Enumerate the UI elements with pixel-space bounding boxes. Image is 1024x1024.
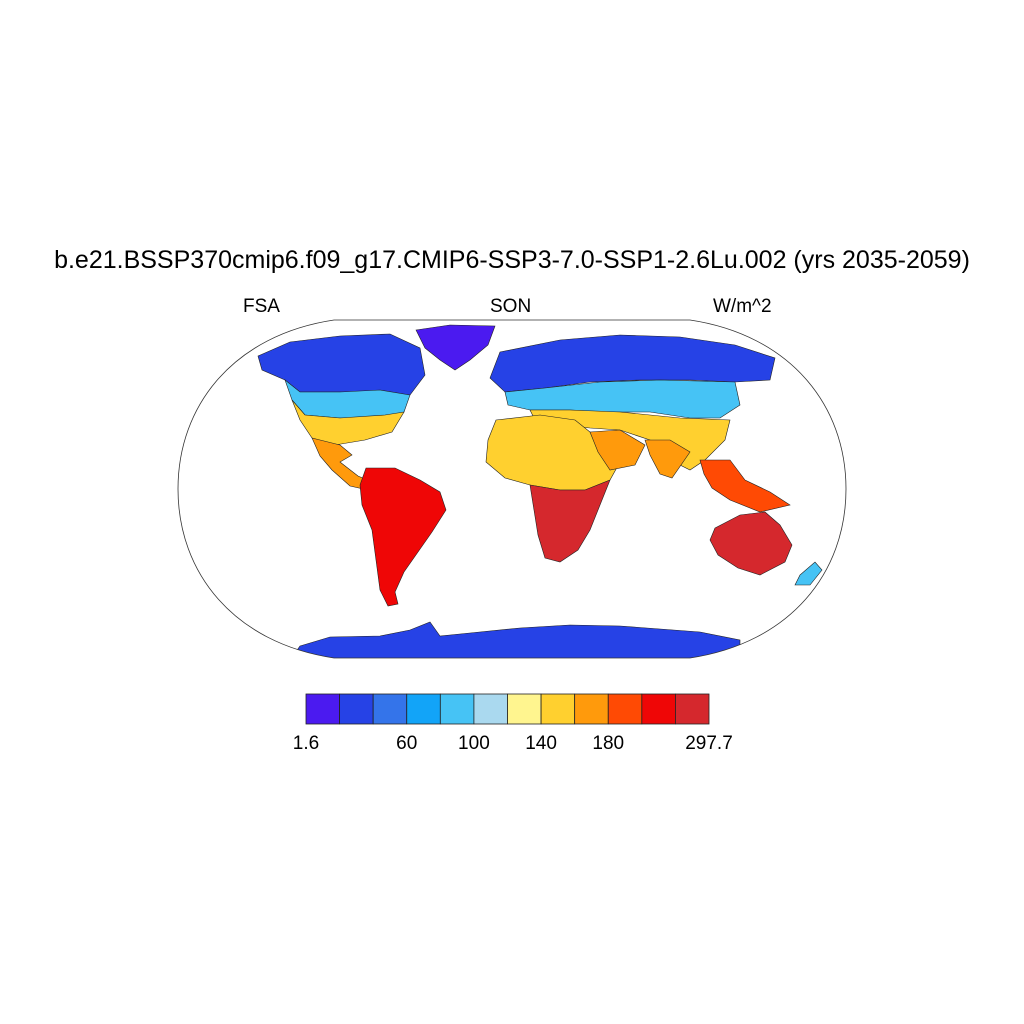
colorbar-cell xyxy=(372,693,408,725)
colorbar-cell xyxy=(507,693,542,725)
north-america-south xyxy=(291,399,405,446)
colorbar-tick-label: 180 xyxy=(592,733,625,754)
south-america xyxy=(359,467,447,607)
arabia xyxy=(589,429,646,471)
colorbar-cell xyxy=(473,693,508,725)
colorbar-tick-label: 100 xyxy=(458,733,490,754)
india xyxy=(644,439,691,479)
colorbar-cell xyxy=(675,693,710,725)
greenland xyxy=(415,324,496,371)
new-zealand xyxy=(794,561,823,586)
australia xyxy=(709,511,793,576)
colorbar-cell xyxy=(305,693,340,725)
colorbar xyxy=(305,693,710,725)
colorbar-tick-label: 297.7 xyxy=(685,733,733,754)
plot-title: b.e21.BSSP370cmip6.f09_g17.CMIP6-SSP3-7.… xyxy=(54,246,970,274)
north-america-north xyxy=(257,333,426,396)
variable-label: FSA xyxy=(243,296,280,317)
antarctica xyxy=(289,621,741,658)
colorbar-tick-label: 1.6 xyxy=(292,733,320,754)
southeast-asia xyxy=(699,459,791,513)
colorbar-cell xyxy=(339,693,374,725)
map-border xyxy=(177,319,847,659)
colorbar-cell xyxy=(406,693,441,725)
units-label: W/m^2 xyxy=(713,296,772,317)
colorbar-tick-label: 140 xyxy=(525,733,557,754)
africa-south xyxy=(529,479,611,563)
season-label: SON xyxy=(490,296,532,317)
colorbar-cell xyxy=(641,693,676,725)
colorbar-cell xyxy=(607,693,643,725)
colorbar-cell xyxy=(574,693,609,725)
colorbar-cell xyxy=(439,693,475,725)
colorbar-cell xyxy=(540,693,576,725)
colorbar-tick-label: 60 xyxy=(396,733,418,754)
